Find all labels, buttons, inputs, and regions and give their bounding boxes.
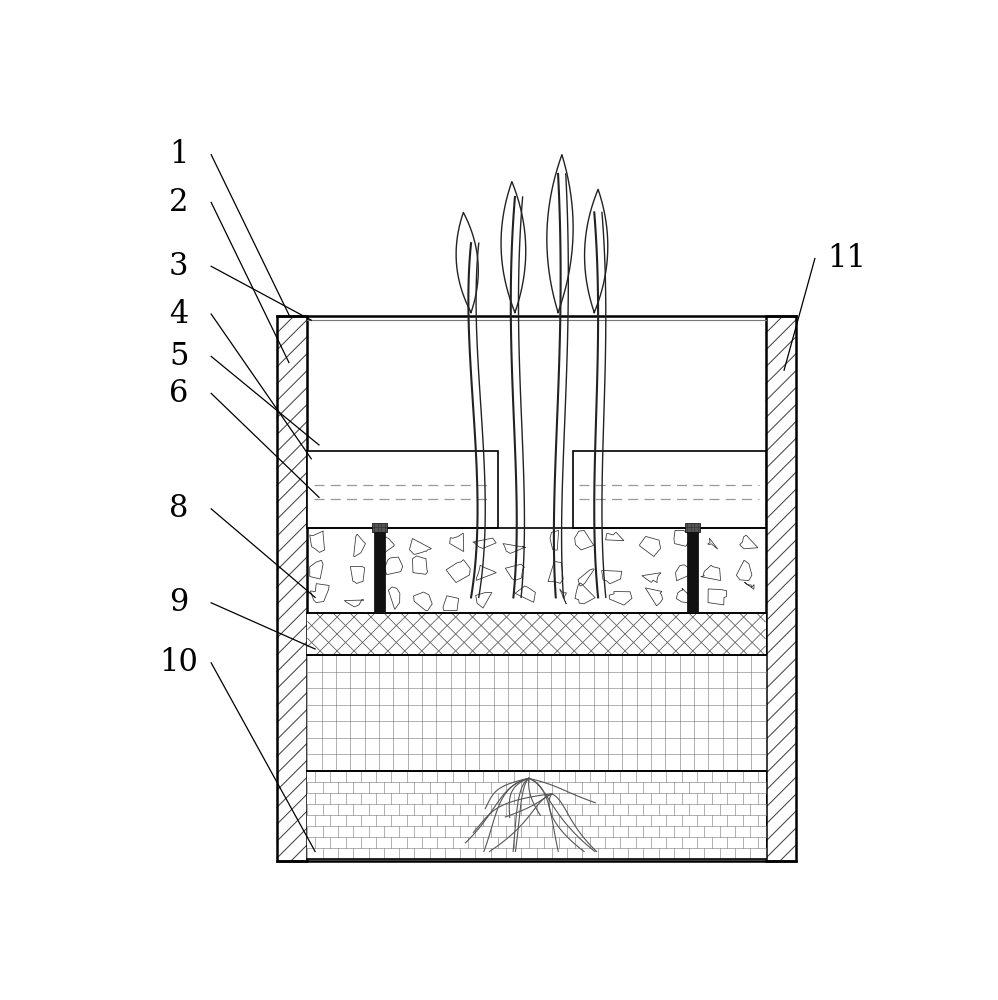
Bar <box>372 523 387 532</box>
Text: 5: 5 <box>169 341 189 372</box>
Bar <box>307 613 765 655</box>
Text: 1: 1 <box>169 139 189 170</box>
Bar <box>276 316 307 861</box>
Text: 10: 10 <box>160 647 199 678</box>
Bar <box>307 655 765 771</box>
Bar <box>307 528 765 613</box>
Text: 6: 6 <box>169 378 189 409</box>
Bar <box>307 451 498 528</box>
Text: 8: 8 <box>169 493 189 524</box>
Bar <box>307 771 765 859</box>
Text: 4: 4 <box>170 299 189 330</box>
Bar <box>374 528 385 613</box>
Bar <box>765 316 796 861</box>
Bar <box>276 316 796 861</box>
Text: 11: 11 <box>827 243 866 274</box>
Text: 3: 3 <box>169 251 189 282</box>
Text: 9: 9 <box>170 587 189 618</box>
Bar <box>573 451 765 528</box>
Text: 2: 2 <box>169 187 189 218</box>
Bar <box>687 528 698 613</box>
Bar <box>685 523 701 532</box>
